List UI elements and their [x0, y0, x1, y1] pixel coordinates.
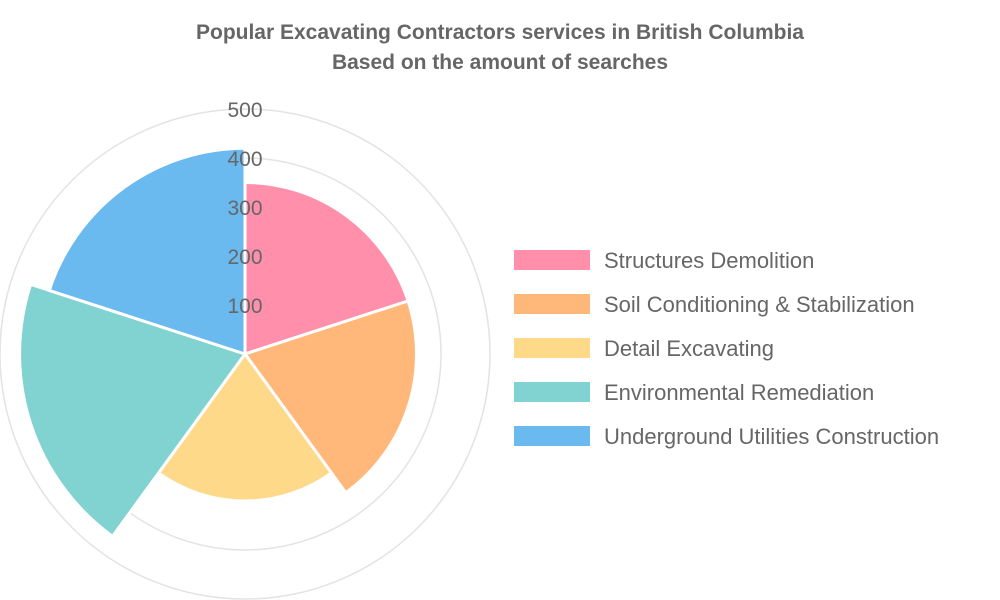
chart-title: Popular Excavating Contractors services …: [195, 21, 804, 44]
wedge-1: [243, 181, 410, 356]
legend-label-4: Environmental Remediation: [604, 380, 874, 405]
wedge-5: [47, 146, 247, 356]
legend-swatch-4: [514, 382, 590, 402]
legend-label-1: Structures Demolition: [604, 248, 814, 273]
r-tick-label-2: 200: [227, 246, 262, 269]
wedge-4: [18, 282, 247, 538]
legend-label-2: Soil Conditioning & Stabilization: [604, 292, 915, 317]
legend-label-3: Detail Excavating: [604, 336, 774, 361]
r-tick-label-5: 500: [227, 99, 262, 122]
legend-swatch-1: [514, 250, 590, 270]
r-tick-label-4: 400: [227, 148, 262, 171]
wedge-3: [157, 352, 333, 503]
r-tick-label-3: 300: [227, 197, 262, 220]
chart-subtitle: Based on the amount of searches: [331, 51, 669, 74]
legend-label-5: Underground Utilities Construction: [604, 424, 939, 449]
wedge-2: [243, 299, 419, 495]
legend-swatch-3: [514, 338, 590, 358]
grid-ring-5: [0, 108, 491, 600]
r-tick-label-1: 100: [227, 295, 262, 318]
legend-swatch-2: [514, 294, 590, 314]
legend-swatch-5: [514, 426, 590, 446]
